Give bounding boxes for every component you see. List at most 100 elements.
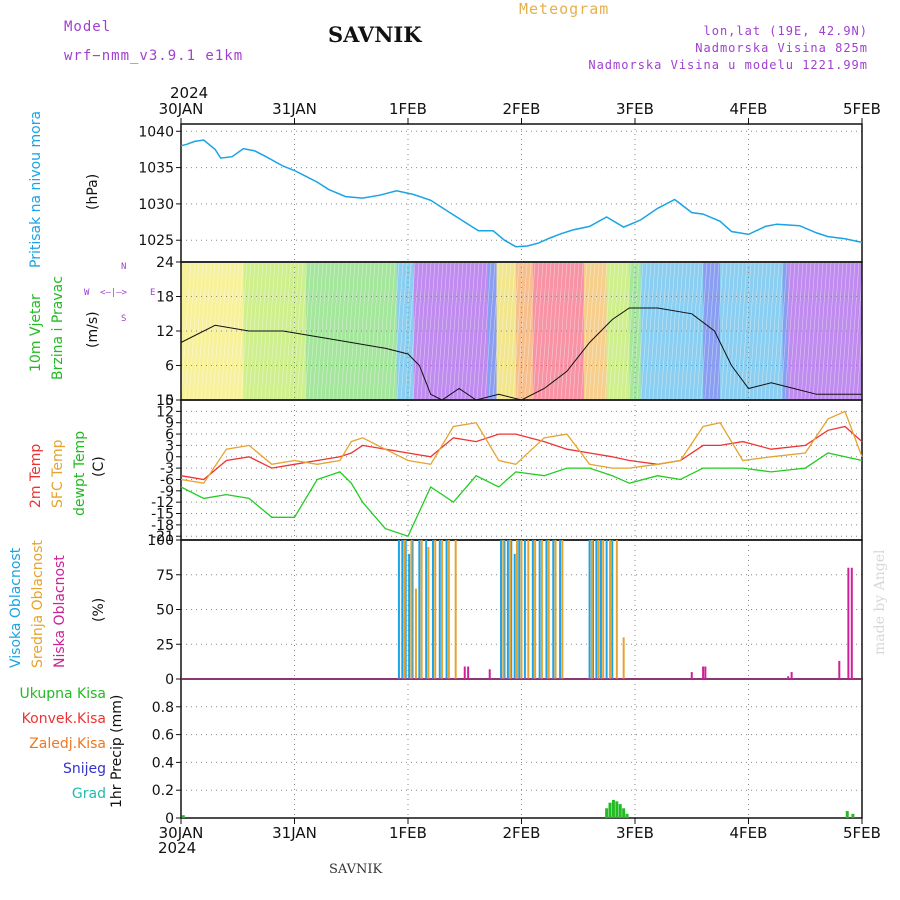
wind-fill-group <box>180 262 872 400</box>
elevation-text: Nadmorska Visina 825m <box>695 41 868 55</box>
y-tick-label: -21 <box>151 529 174 545</box>
wind-hatch <box>744 262 756 400</box>
y-tick-label: 15 <box>156 393 174 409</box>
pressure-line <box>180 139 863 248</box>
precip-bar <box>622 808 626 818</box>
wind-speed-line <box>180 307 862 401</box>
temp-2m-line <box>180 425 863 481</box>
x-tick-label-top: 30JAN <box>159 100 204 118</box>
compass-west: W <box>84 288 90 298</box>
wind-hatch <box>528 262 540 400</box>
wind-hatch <box>444 262 456 400</box>
x-tick-label-bottom: 3FEB <box>616 824 654 842</box>
wind-hatch <box>564 262 576 400</box>
wind-hatch <box>732 262 744 400</box>
wind-hatch <box>624 262 636 400</box>
x-tick-label-bottom: 5FEB <box>843 824 881 842</box>
dewpoint-line <box>180 452 863 538</box>
page-title: SAVNIK <box>328 22 422 47</box>
y-tick-label: 0.8 <box>152 700 174 716</box>
y-tick-label: 9 <box>165 416 174 432</box>
hail-label: Grad <box>71 786 106 802</box>
wind-hatch <box>468 262 480 400</box>
footer-station: SAVNIK <box>329 862 383 877</box>
wind-hatch <box>364 262 376 400</box>
wind-hatch <box>352 262 364 400</box>
wind-hatch <box>764 262 776 400</box>
wind-fill-band <box>629 263 641 399</box>
precip-bar <box>605 808 609 818</box>
snow-label: Snijeg <box>62 761 106 777</box>
wind-hatch <box>204 262 216 400</box>
wind-hatch <box>544 262 556 400</box>
wind-hatch <box>812 262 824 400</box>
wind-hatch <box>632 262 644 400</box>
wind-hatch <box>472 262 484 400</box>
year-top: 2024 <box>170 84 209 102</box>
wind-hatch <box>324 262 336 400</box>
wind-hatch <box>848 262 860 400</box>
precip-bar <box>618 804 622 818</box>
wind-hatch <box>452 262 464 400</box>
wind-hatch <box>488 262 500 400</box>
wind-hatch <box>508 262 520 400</box>
wind-fill-band <box>396 263 414 399</box>
wind-hatch <box>524 262 536 400</box>
x-tick-label-top: 5FEB <box>843 100 881 118</box>
wind-hatch <box>348 262 360 400</box>
wind-hatch <box>588 262 600 400</box>
compass-north: N <box>121 262 127 272</box>
wind-hatch <box>568 262 580 400</box>
precip-bar <box>181 815 185 818</box>
wind-hatch <box>224 262 236 400</box>
precip-bar <box>608 802 612 818</box>
wind-hatch <box>668 262 680 400</box>
precip-freezing-label: Zaledj.Kisa <box>29 736 106 752</box>
model-label: Model <box>64 19 112 35</box>
y-tick-label: -6 <box>160 472 174 488</box>
wind-hatch <box>188 262 200 400</box>
wind-hatch <box>728 262 740 400</box>
wind-hatch <box>372 262 384 400</box>
wind-hatch <box>584 262 596 400</box>
wind-hatch <box>232 262 244 400</box>
temp-sfc-line <box>180 410 863 484</box>
wind-hatch <box>464 262 476 400</box>
wind-hatch <box>404 262 416 400</box>
wind-hatch <box>604 262 616 400</box>
y-tick-label: 0.4 <box>152 755 174 771</box>
compass-axis: <—|—> <box>100 288 128 298</box>
y-tick-label: -3 <box>160 461 174 477</box>
wind-hatch <box>784 262 796 400</box>
precip-bar <box>845 811 849 818</box>
wind-compass: W <—|—> E N S <box>84 262 160 324</box>
wind-hatch <box>192 262 204 400</box>
wind-hatch <box>608 262 620 400</box>
y-tick-label: 1040 <box>138 124 174 140</box>
wind-hatch <box>484 262 496 400</box>
year-bottom: 2024 <box>158 839 197 857</box>
y-tick-label: 6 <box>165 427 174 443</box>
wind-hatch <box>808 262 820 400</box>
wind-hatch <box>704 262 716 400</box>
wind-hatch <box>424 262 436 400</box>
y-tick-label: 12 <box>156 324 174 340</box>
wind-hatch <box>332 262 344 400</box>
wind-fill-band <box>788 263 862 399</box>
wind-hatch <box>688 262 700 400</box>
wind-hatch <box>288 262 300 400</box>
wind-hatch <box>284 262 296 400</box>
x-tick-label-bottom: 2FEB <box>503 824 541 842</box>
wind-hatch <box>828 262 840 400</box>
y-tick-label: 0.2 <box>152 783 174 799</box>
precip-bar <box>851 813 855 818</box>
y-tick-label: 0 <box>165 393 174 409</box>
y-tick-label: 1025 <box>138 233 174 249</box>
x-tick-label-bottom: 30JAN <box>159 824 204 842</box>
wind-hatch <box>328 262 340 400</box>
precip-bar <box>615 801 619 818</box>
y-tick-label: 0 <box>165 811 174 827</box>
wind-hatch <box>504 262 516 400</box>
product-title: Meteogram <box>519 0 610 18</box>
coords-text: lon,lat (19E, 42.9N) <box>703 24 868 38</box>
